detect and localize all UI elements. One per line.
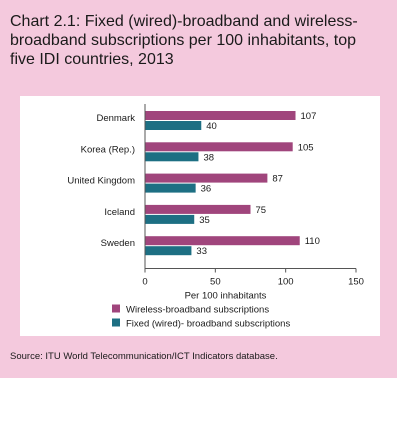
data-label: 110	[305, 236, 320, 247]
bar-fixed	[145, 152, 199, 162]
bar-fixed	[145, 121, 202, 130]
category-label: Iceland	[104, 207, 135, 218]
bar-fixed	[145, 246, 192, 256]
bar-wireless	[145, 236, 300, 246]
data-label: 36	[201, 184, 212, 195]
data-label: 75	[256, 205, 267, 216]
category-label: Korea (Rep.)	[81, 144, 135, 155]
bar-wireless	[145, 111, 296, 120]
category-label: Denmark	[96, 113, 135, 124]
bar-wireless	[145, 142, 293, 152]
data-label: 33	[196, 246, 207, 257]
legend-swatch	[112, 304, 120, 313]
data-label: 105	[298, 142, 314, 153]
data-label: 107	[301, 111, 317, 122]
bar-fixed	[145, 183, 196, 193]
chart-panel: Chart 2.1: Fixed (wired)-broadband and w…	[0, 0, 397, 378]
category-label: United Kingdom	[67, 176, 135, 187]
x-tick-label: 50	[210, 277, 221, 288]
category-label: Sweden	[101, 238, 135, 249]
legend-swatch	[112, 318, 120, 327]
legend-label: Fixed (wired)- broadband subscriptions	[126, 319, 290, 330]
x-axis-label: Per 100 inhabitants	[185, 291, 267, 302]
bar-wireless	[145, 173, 268, 183]
bar-fixed	[145, 214, 195, 224]
data-label: 40	[206, 121, 217, 132]
x-tick-label: 150	[348, 277, 364, 288]
data-label: 38	[203, 152, 214, 163]
bar-chart: Denmark 107 40 Korea (Rep.) 105 38 United King…	[67, 104, 364, 330]
legend-label: Wireless-broadband subscriptions	[126, 305, 269, 316]
bar-wireless	[145, 204, 251, 214]
x-tick-label: 100	[278, 277, 294, 288]
x-tick-label: 0	[142, 277, 147, 288]
data-label: 87	[272, 174, 283, 185]
data-label: 35	[199, 215, 210, 226]
plot-area: Denmark 107 40 Korea (Rep.) 105 38 United King…	[20, 96, 380, 336]
chart-title: Chart 2.1: Fixed (wired)-broadband and w…	[10, 13, 358, 68]
source-note: Source: ITU World Telecommunication/ICT …	[10, 351, 278, 362]
